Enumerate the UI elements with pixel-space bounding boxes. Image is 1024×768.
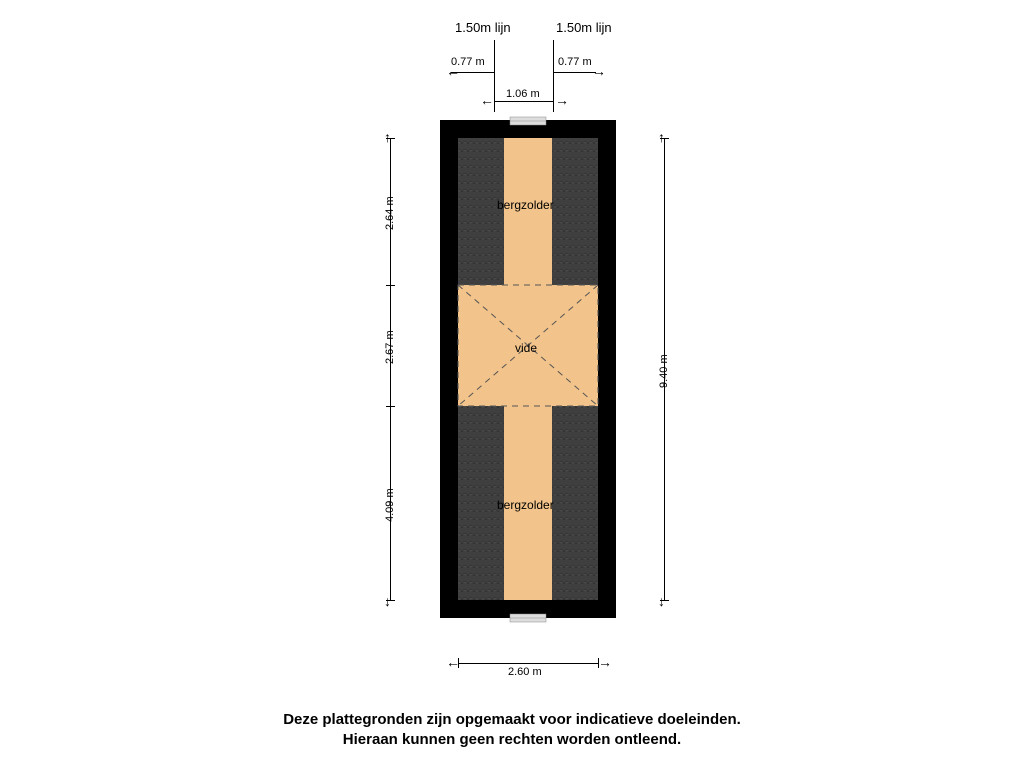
barrow-l: ← bbox=[446, 655, 460, 669]
larrow-top: ↑ bbox=[384, 130, 391, 144]
room-top: bergzolder bbox=[497, 198, 554, 212]
ltick1 bbox=[386, 285, 395, 286]
floorplan-svg bbox=[0, 0, 1024, 768]
barrow-r: → bbox=[598, 655, 612, 669]
room-bottom: bergzolder bbox=[497, 498, 554, 512]
left-dim-0: 2.64 m bbox=[384, 196, 396, 230]
right-dim: 9.40 m bbox=[658, 354, 670, 388]
footer-line1: Deze plattegronden zijn opgemaakt voor i… bbox=[283, 711, 741, 728]
ltick2 bbox=[386, 406, 395, 407]
rarrow-bot: ↓ bbox=[658, 594, 665, 608]
left-dim-2: 4.09 m bbox=[384, 488, 396, 522]
footer-line2: Hieraan kunnen geen rechten worden ontle… bbox=[343, 731, 681, 748]
rarrow-top: ↑ bbox=[658, 130, 665, 144]
left-dim-1: 2.67 m bbox=[384, 330, 396, 364]
footer-text: Deze plattegronden zijn opgemaakt voor i… bbox=[0, 710, 1024, 751]
bottom-dim-line bbox=[458, 663, 598, 664]
larrow-bot: ↓ bbox=[384, 594, 391, 608]
room-vide: vide bbox=[515, 341, 537, 355]
bottom-dim: 2.60 m bbox=[508, 666, 542, 678]
floorplan-canvas: 1.50m lijn 1.50m lijn 0.77 m 0.77 m ← → … bbox=[0, 0, 1024, 768]
